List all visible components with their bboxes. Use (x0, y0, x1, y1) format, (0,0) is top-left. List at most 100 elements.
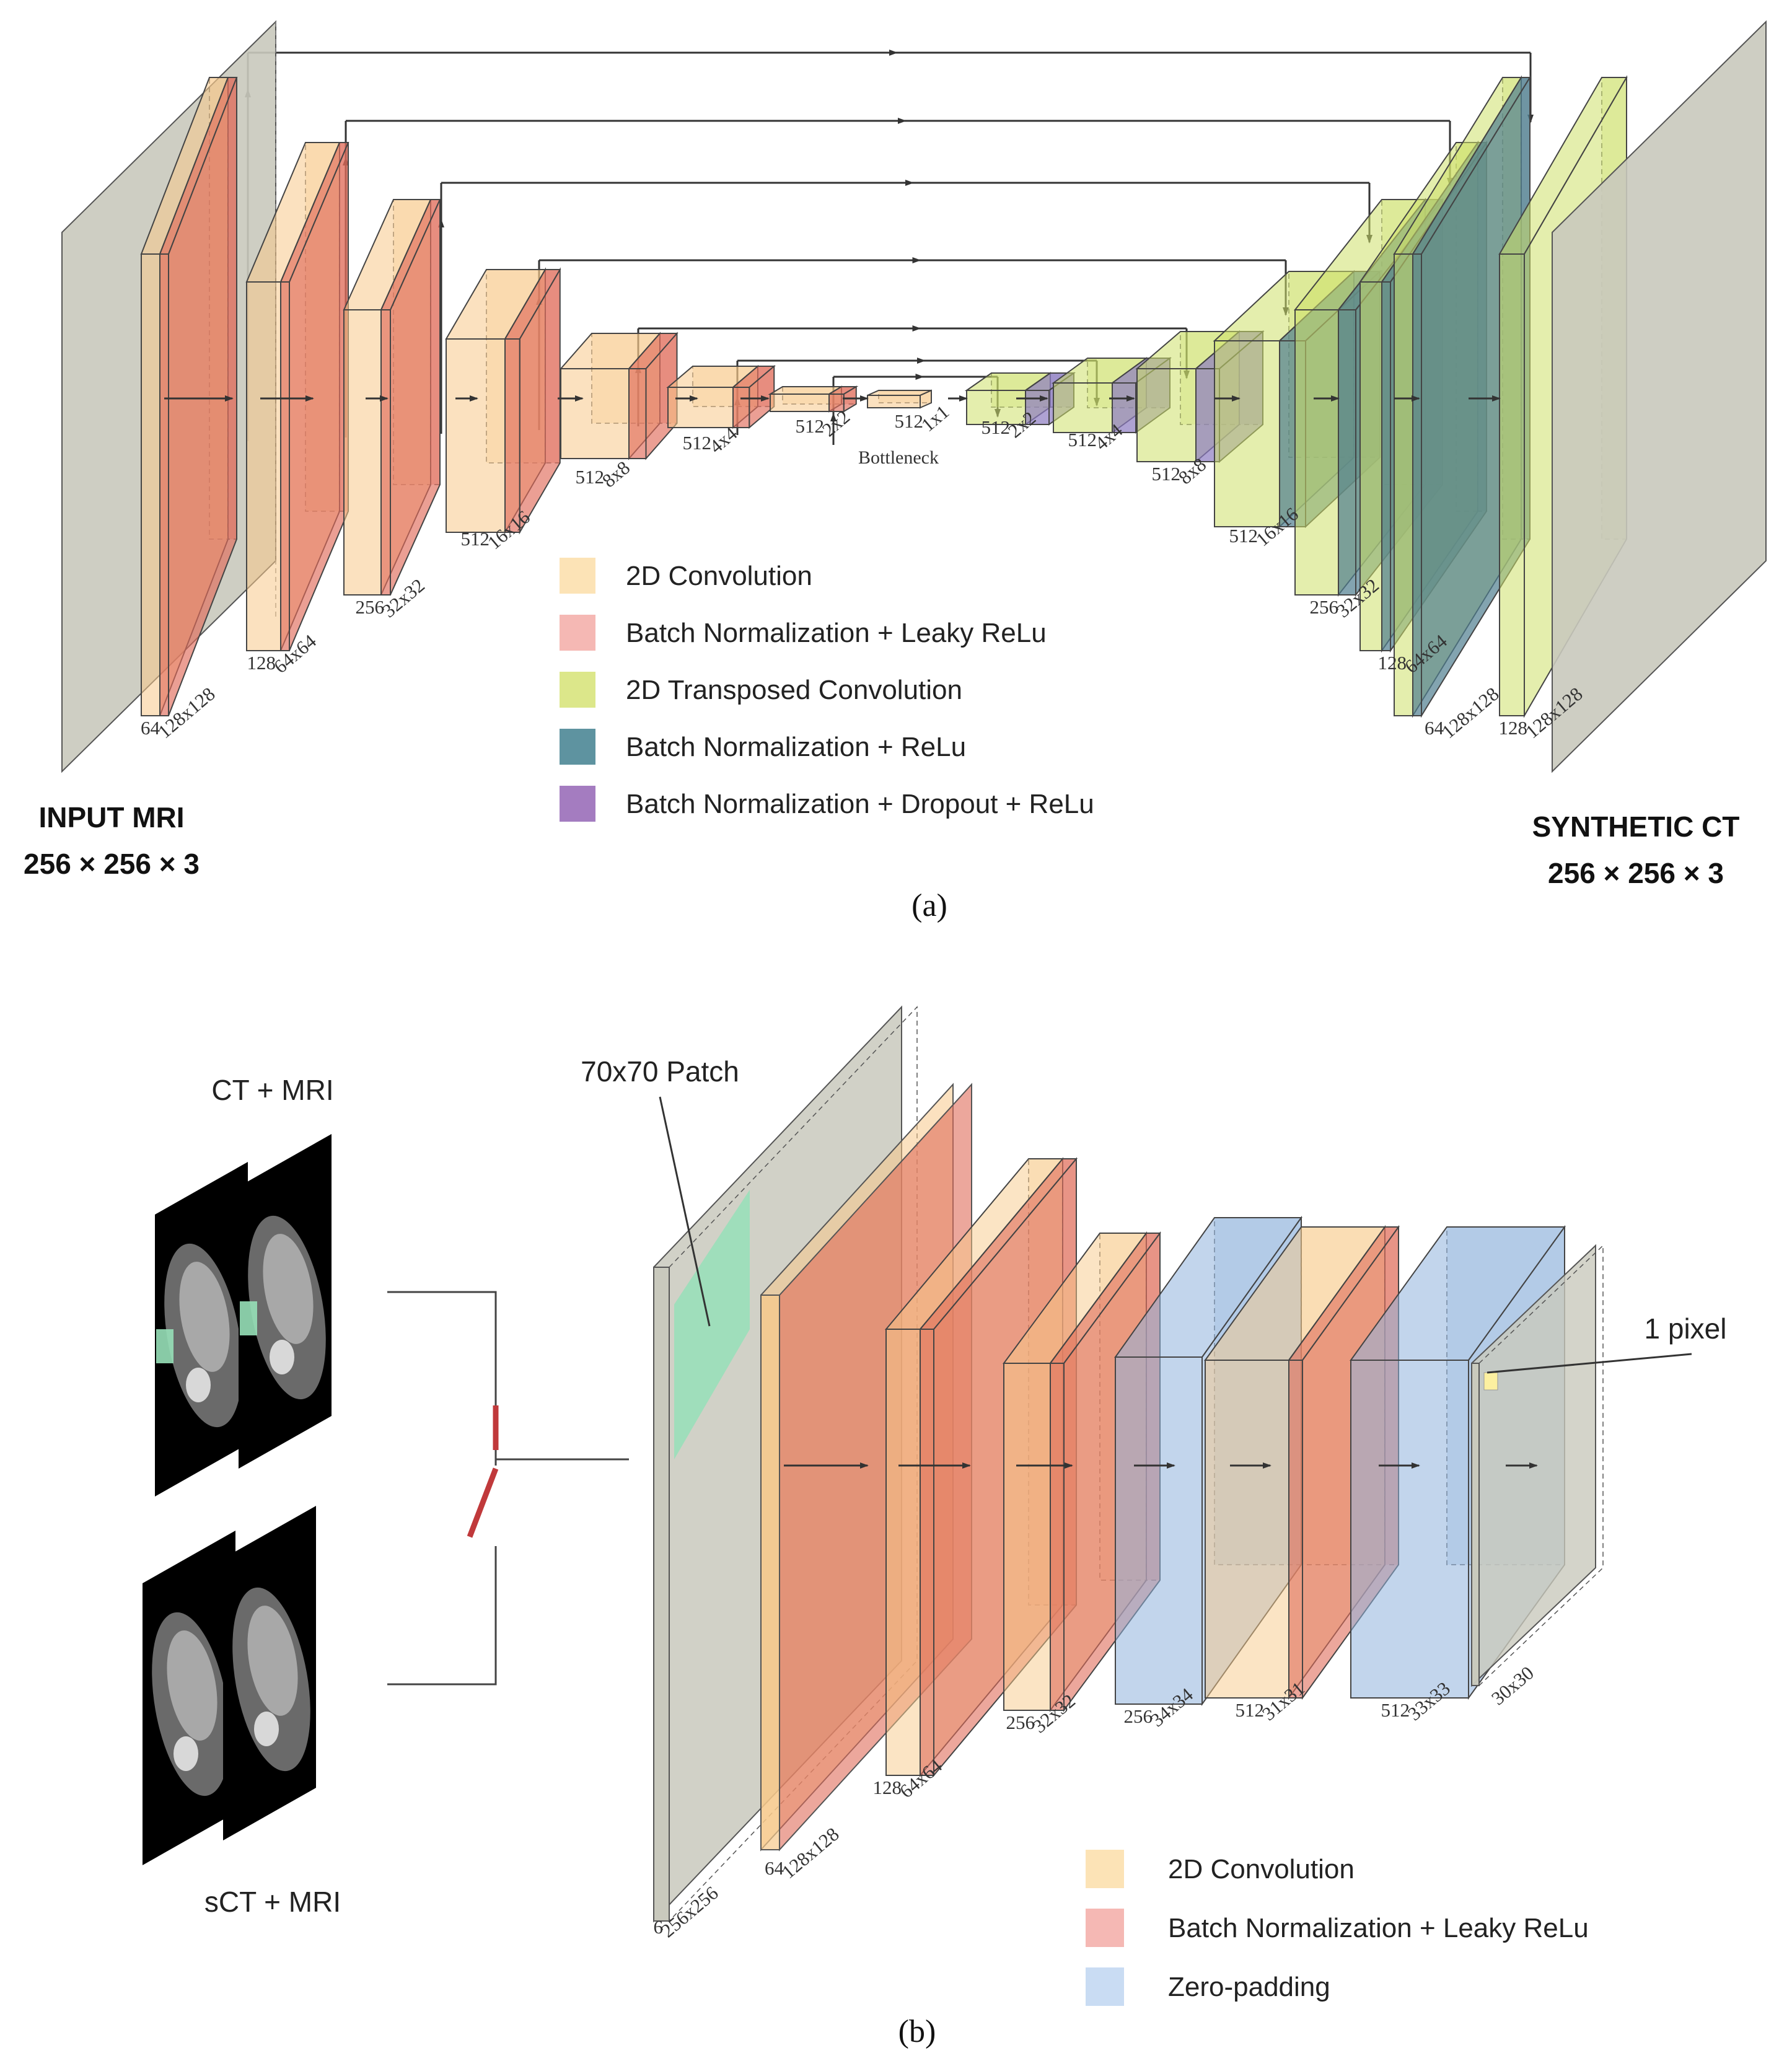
legend-a: 2D Convolution Batch Normalization + Leak… (560, 558, 1094, 822)
encoder-conv-block-7-front (770, 393, 830, 412)
disc-conv-4-front (1205, 1360, 1289, 1699)
decoder-dim-4-channels: 512 (1229, 525, 1258, 547)
input-layer-plane-edge (653, 1267, 670, 1922)
mri-slice-bottom-organ (247, 1606, 298, 1716)
disc-zero-pad-2-front (1350, 1360, 1469, 1699)
encoder-bn-leaky-block-2-front (280, 281, 290, 651)
decoder-dim-3-channels: 512 (1152, 463, 1181, 485)
input-switch (387, 1291, 629, 1686)
ct-slice-organ (179, 1262, 230, 1372)
encoder-dim-7-channels: 512 (796, 415, 825, 437)
encoder-conv-block-8 (867, 389, 932, 409)
decoder-tconv-block-8-front (1499, 253, 1525, 716)
decoder-bn-block-2-front (1112, 382, 1136, 433)
output-layer-plane-back (1478, 1244, 1604, 1687)
ct-slice-spine (186, 1368, 211, 1402)
legend-a-swatch-5 (560, 786, 595, 822)
sct-mri-label: sCT + MRI (204, 1886, 341, 1918)
pixel-label: 1 pixel (1645, 1312, 1727, 1345)
legend-a-item-4: Batch Normalization + ReLu (560, 729, 966, 765)
encoder-dim-2-channels: 128 (247, 652, 276, 674)
encoder-bn-leaky-block-5-front (628, 368, 647, 459)
decoder-tconv-block-1 (964, 372, 1053, 426)
decoder-bn-block-7-front (1412, 253, 1422, 716)
legend-a-swatch-3 (560, 672, 595, 708)
decoder-dim-5-channels: 256 (1310, 596, 1339, 618)
decoder-bn-block-6-front (1381, 281, 1391, 651)
encoder-bn-leaky-block-4-front (504, 338, 520, 533)
encoder-dim-6-channels: 512 (683, 432, 712, 454)
decoder-tconv-block-3-front (1136, 368, 1197, 462)
legend-b-label-1: 2D Convolution (1168, 1854, 1355, 1884)
encoder-conv-block-6-front (667, 387, 734, 428)
disc-dim-8-spatial: 30x30 (1487, 1662, 1538, 1710)
encoder-conv-block-1-front (141, 253, 160, 716)
output-layer-plane-edge (1471, 1363, 1480, 1686)
encoder-bn-leaky-block-1 (159, 77, 238, 716)
encoder-conv-block-3-front (343, 309, 382, 596)
disc-dim-8: 30x30 (1487, 1662, 1538, 1710)
legend-a-label-3: 2D Transposed Convolution (626, 675, 962, 705)
sct-slice (143, 1531, 235, 1865)
legend-a-label-1: 2D Convolution (626, 561, 812, 591)
disc-bn-leaky-3-front (1050, 1363, 1065, 1711)
switch-lever (467, 1467, 499, 1538)
disc-zero-pad-1-front (1115, 1356, 1203, 1705)
legend-b-swatch-2 (1086, 1909, 1124, 1947)
decoder-dim-7-spatial: 128x128 (1438, 683, 1503, 743)
legend-a-label-4: Batch Normalization + ReLu (626, 732, 966, 762)
mri-slice-top-patch (240, 1301, 257, 1335)
panel-a-unet-generator: 64128x12812864x6425632x3251216x165128x85… (24, 20, 1767, 923)
legend-b-swatch-3 (1086, 1967, 1124, 2006)
input-layer-plane-back (669, 1006, 918, 1922)
disc-dim-1-channels: 6 (654, 1916, 664, 1938)
panel-b-patchgan-discriminator: CT + MRI sCT + MRI 6256x25664128x1281286… (143, 1005, 1727, 2049)
legend-b-label-3: Zero-padding (1168, 1972, 1330, 2002)
legend-a-item-3: 2D Transposed Convolution (560, 672, 962, 708)
encoder-bn-leaky-block-2 (279, 142, 349, 651)
encoder-conv-block-2-front (246, 281, 281, 651)
patch-label: 70x70 Patch (581, 1055, 739, 1088)
sct-slice-organ (167, 1630, 217, 1741)
synthetic-ct-plane-face (1552, 20, 1767, 773)
mri-slice-bottom-spine (254, 1712, 279, 1746)
encoder-bn-leaky-block-1-front (159, 253, 169, 716)
encoder-bn-leaky-block-3-front (380, 309, 391, 596)
decoder-tconv-block-5-front (1294, 309, 1339, 596)
patch-70x70 (674, 1190, 750, 1459)
disc-dim-6-channels: 512 (1236, 1699, 1265, 1721)
legend-a-swatch-1 (560, 558, 595, 594)
mri-slice-top (239, 1134, 332, 1469)
ct-slice (155, 1162, 248, 1497)
unet-blocks (61, 20, 1767, 773)
encoder-dim-3-channels: 256 (356, 596, 385, 618)
disc-dim-5-channels: 256 (1124, 1705, 1153, 1727)
encoder-dim-1-channels: 64 (141, 717, 160, 739)
legend-b-item-3: Zero-padding (1086, 1967, 1330, 2006)
ct-mri-label: CT + MRI (211, 1074, 333, 1106)
synthetic-ct-plane (1552, 20, 1767, 773)
input-mri-label: INPUT MRI (38, 801, 184, 833)
pixel-pointer (1487, 1353, 1692, 1374)
decoder-dim-2-channels: 512 (1068, 429, 1097, 451)
disc-dim-3-channels: 128 (873, 1777, 902, 1798)
disc-bn-leaky-4-front (1288, 1360, 1303, 1699)
legend-a-label-2: Batch Normalization + Leaky ReLu (626, 618, 1047, 648)
decoder-dim-7-channels: 64 (1425, 717, 1444, 739)
disc-conv-3-front (1003, 1363, 1051, 1711)
disc-conv-1-edge (760, 1295, 780, 1850)
legend-b: 2D Convolution Batch Normalization + Leak… (1086, 1850, 1589, 2006)
discriminator-blocks (653, 1005, 1604, 1923)
patch-pointer (659, 1096, 711, 1327)
caption-a: (a) (911, 888, 947, 923)
disc-bn-leaky-2-front (920, 1329, 934, 1776)
decoder-tconv-block-4-front (1214, 340, 1280, 527)
decoder-dim-8-channels: 128 (1499, 717, 1528, 739)
disc-dim-7-channels: 512 (1381, 1699, 1410, 1721)
decoder-dim-6-channels: 128 (1378, 652, 1407, 674)
switch-top-wire (387, 1291, 497, 1466)
legend-b-item-1: 2D Convolution (1086, 1850, 1355, 1888)
